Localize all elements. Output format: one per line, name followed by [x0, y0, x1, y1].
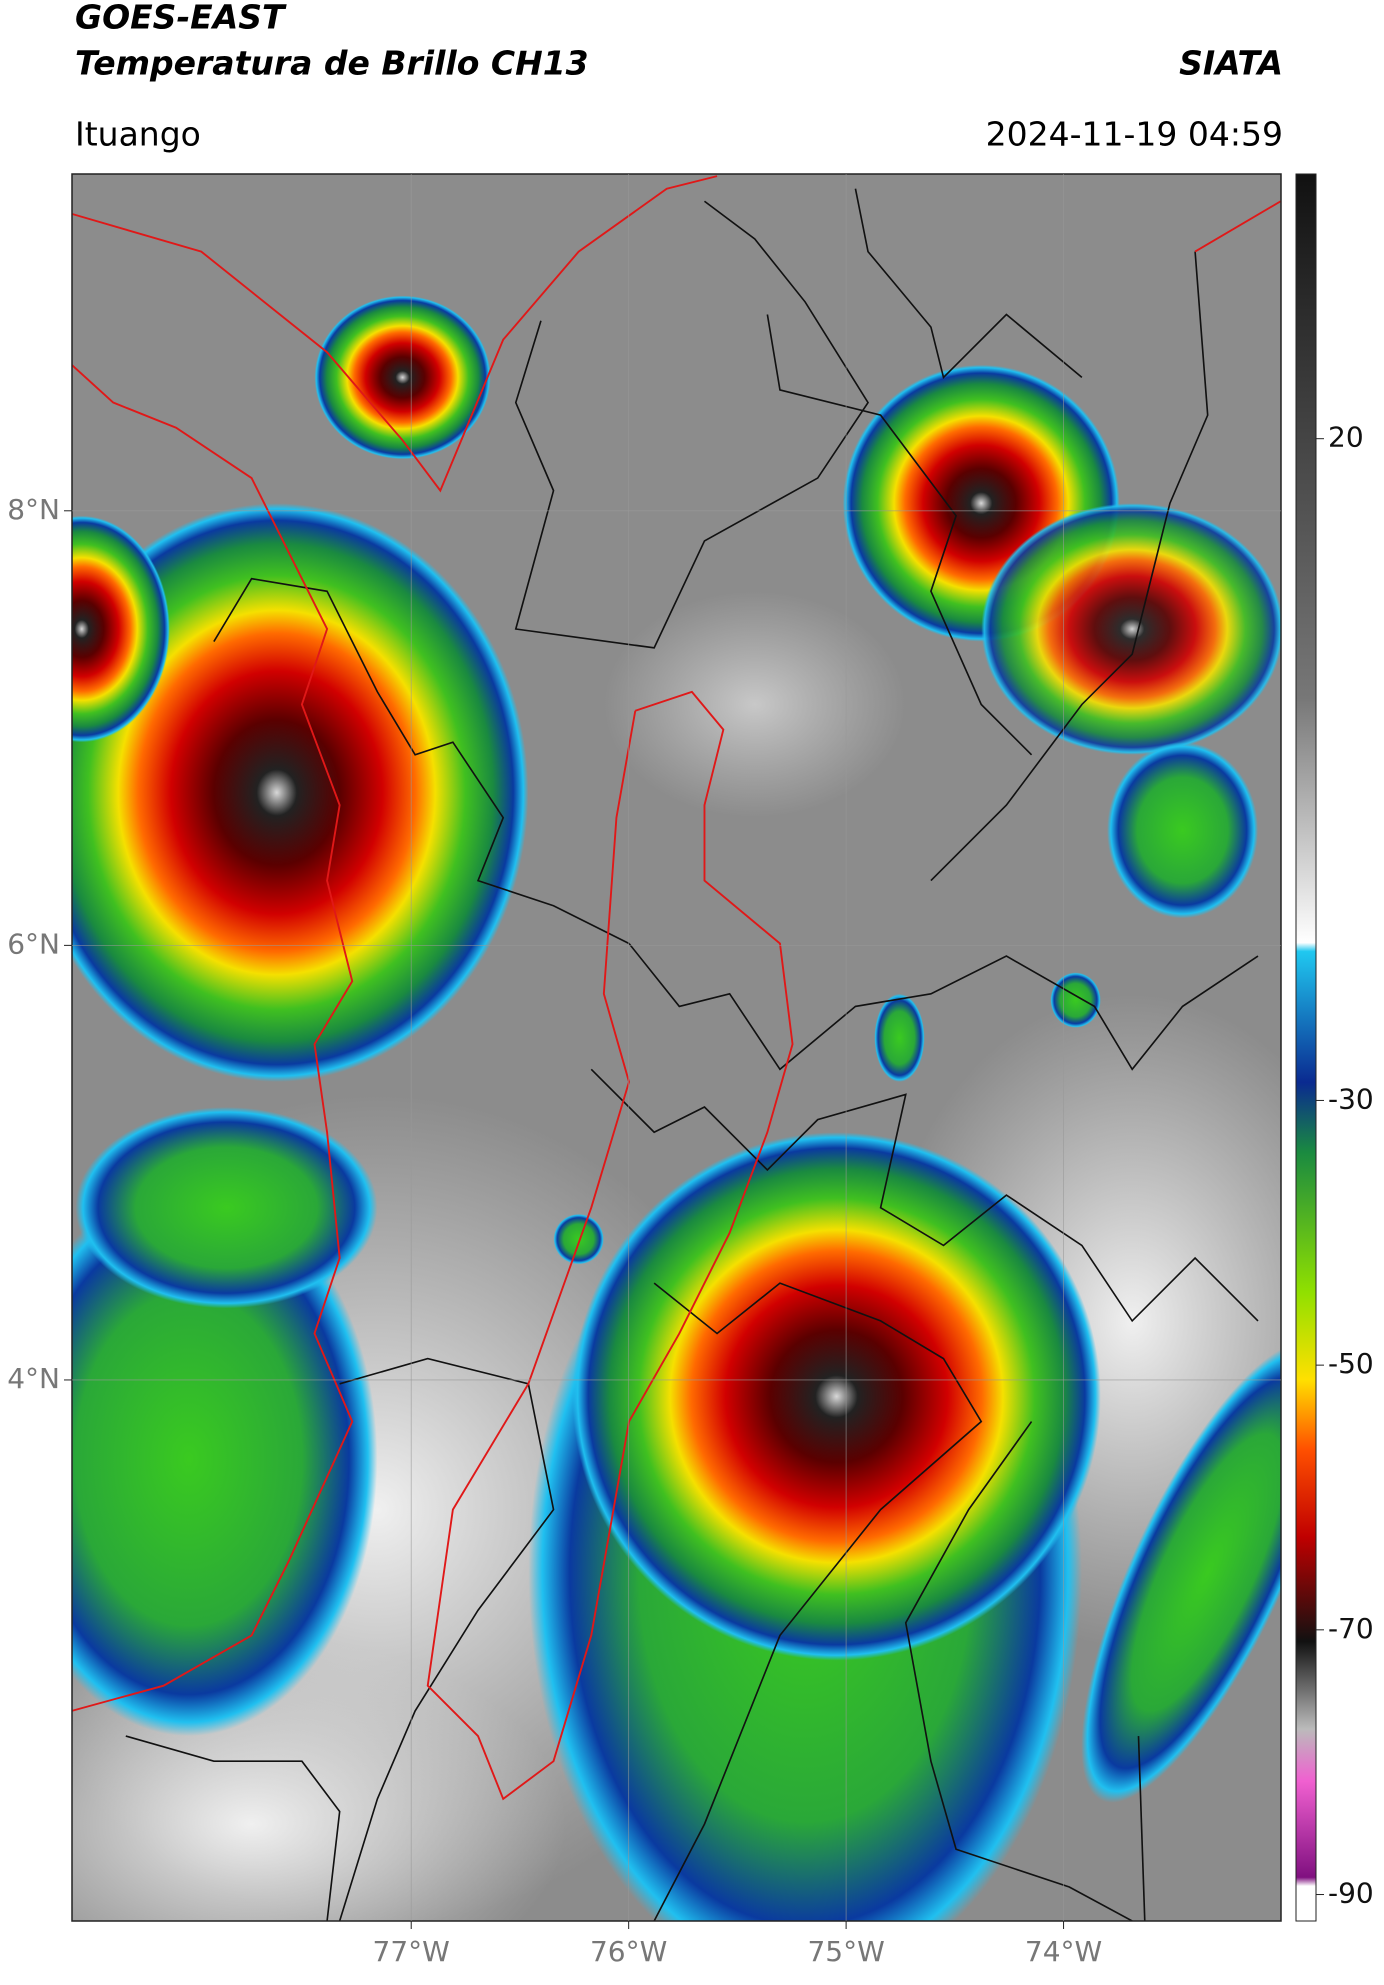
location: Ituango [75, 115, 201, 154]
timestamp: 2024-11-19 04:59 [986, 115, 1283, 154]
subtitle: Temperatura de Brillo CH13 [75, 44, 589, 83]
lon-tick-label: 76°W [590, 1935, 667, 1968]
colorbar-tick-label: -70 [1328, 1612, 1374, 1645]
map-frame [71, 173, 1282, 1922]
lat-tick-label: 6°N [7, 927, 60, 960]
lon-tick-label: 77°W [373, 1935, 450, 1968]
brand: SIATA [1179, 44, 1283, 83]
lat-tick-label: 4°N [7, 1362, 60, 1395]
colorbar-tick-label: -30 [1328, 1082, 1374, 1115]
colorbar-tick-label: -50 [1328, 1347, 1374, 1380]
colorbar [1295, 173, 1317, 1922]
lon-tick-label: 74°W [1025, 1935, 1102, 1968]
satellite-image [72, 174, 1281, 1921]
colorbar-tick-label: -90 [1328, 1877, 1374, 1910]
colorbar-tick-label: 20 [1328, 421, 1364, 454]
lon-tick-label: 75°W [807, 1935, 884, 1968]
graticule: 77°W 76°W 75°W 74°W 8°N 6°N 4°N [7, 174, 1281, 1968]
title: GOES-EAST [75, 0, 287, 37]
colorbar-ticks: 20 -30 -50 -70 -90 [1316, 421, 1374, 1910]
lat-tick-label: 8°N [7, 493, 60, 526]
